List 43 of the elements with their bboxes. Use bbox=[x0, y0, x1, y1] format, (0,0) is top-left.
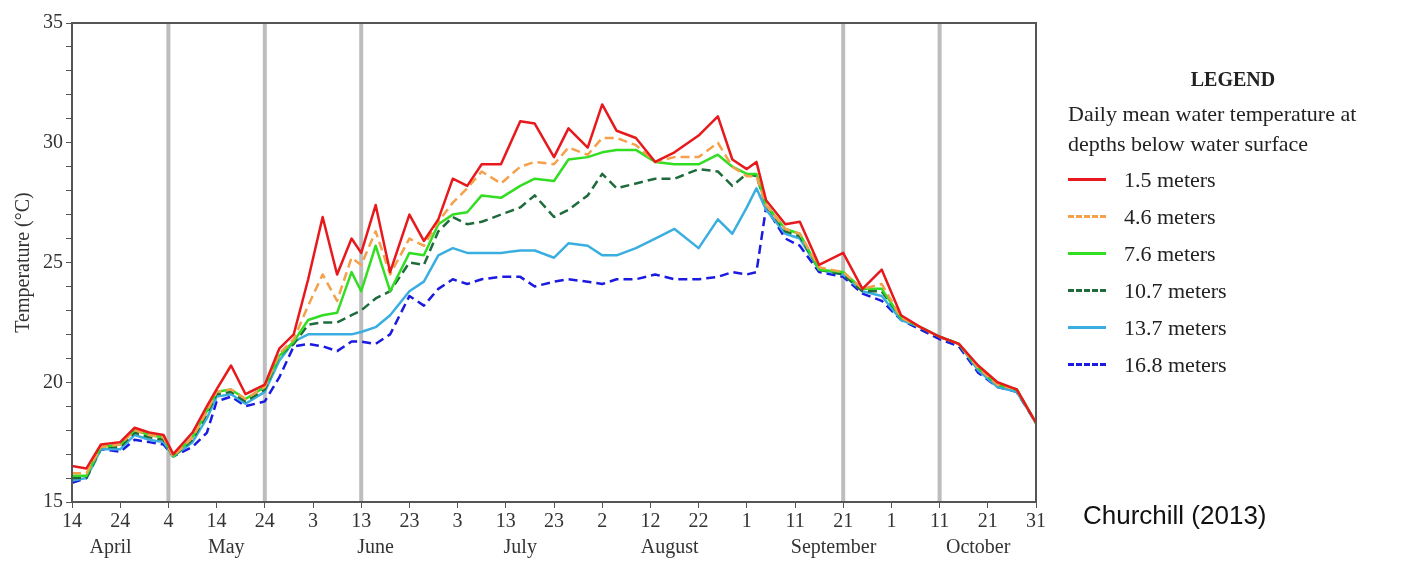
x-tick-label: 1 bbox=[886, 509, 897, 532]
x-tick-label: 11 bbox=[929, 509, 950, 532]
x-tick-label: 4 bbox=[163, 509, 174, 532]
x-tick-label: 12 bbox=[640, 509, 661, 532]
x-tick-label: 13 bbox=[495, 509, 516, 532]
legend-label: 10.7 meters bbox=[1124, 277, 1227, 304]
x2-tick-label: August bbox=[640, 535, 700, 559]
y-tick-label: 15 bbox=[43, 489, 63, 512]
y-tick-label: 20 bbox=[43, 369, 63, 392]
x-tick-label: 1 bbox=[741, 509, 752, 532]
x-tick-label: 14 bbox=[206, 509, 227, 532]
x-tick-label: 21 bbox=[977, 509, 998, 532]
y-tick-label: 30 bbox=[43, 130, 63, 152]
text: Daily mean water temperature at depths below water surface bbox=[1068, 100, 1358, 158]
legend-label: 4.6 meters bbox=[1124, 203, 1216, 230]
x2-tick-label: July bbox=[503, 535, 537, 559]
x-tick-label: 2 bbox=[597, 509, 608, 532]
legend-label: 16.8 meters bbox=[1124, 351, 1227, 378]
x-tick-label: 24 bbox=[110, 509, 131, 532]
y-axis-title: Temperature (°C) bbox=[11, 192, 35, 333]
x-tick-label: 11 bbox=[785, 509, 805, 532]
x-tick-label: 14 bbox=[62, 509, 82, 532]
x2-tick-label: April bbox=[89, 535, 133, 559]
x2-tick-label: June bbox=[357, 535, 395, 558]
x-tick-label: 31 bbox=[1026, 509, 1046, 532]
x2-tick-label: September bbox=[790, 535, 877, 559]
legend-label: 13.7 meters bbox=[1124, 314, 1227, 341]
text: Churchill (2013) bbox=[1083, 500, 1267, 531]
x-tick-label: 21 bbox=[833, 509, 854, 532]
legend-label: 1.5 meters bbox=[1124, 166, 1216, 193]
y-tick-label: 25 bbox=[43, 249, 63, 272]
x-tick-label: 23 bbox=[544, 509, 564, 532]
x-tick-label: 3 bbox=[308, 509, 318, 532]
x-tick-label: 23 bbox=[399, 509, 420, 532]
y-tick-label: 35 bbox=[43, 10, 63, 33]
x-tick-label: 3 bbox=[452, 509, 463, 532]
x2-tick-label: May bbox=[207, 535, 245, 559]
x-tick-label: 13 bbox=[351, 509, 372, 532]
x2-tick-label: October bbox=[945, 535, 1011, 558]
x-tick-label: 24 bbox=[254, 509, 275, 532]
legend-title: LEGEND bbox=[1189, 68, 1277, 91]
x-tick-label: 22 bbox=[688, 509, 709, 532]
legend-label: 7.6 meters bbox=[1124, 240, 1216, 267]
